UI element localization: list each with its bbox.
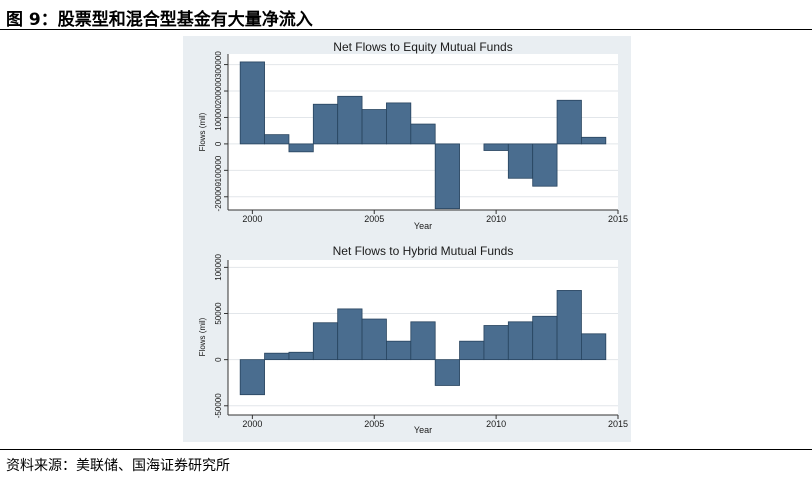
equity-x-tick-label: 2005 <box>364 214 384 224</box>
equity-chart-title: Net Flows to Equity Mutual Funds <box>333 40 512 54</box>
hybrid-bar-2003 <box>312 322 339 361</box>
hybrid-bars <box>239 290 607 396</box>
equity-bar-2004 <box>337 95 363 145</box>
equity-y-tick-label: 200000 <box>214 77 223 104</box>
hybrid-x-axis-label: Year <box>414 425 432 435</box>
equity-chart: Net Flows to Equity Mutual Funds -200000… <box>198 40 628 231</box>
equity-bar-2003 <box>312 103 339 145</box>
title-rule <box>0 29 812 30</box>
equity-y-axis-label: Flows (mil) <box>198 112 207 151</box>
equity-bar-2002 <box>288 143 314 153</box>
hybrid-bar-2004 <box>337 308 363 361</box>
equity-x-tick-label: 2010 <box>486 214 506 224</box>
hybrid-y-axis-label: Flows (mil) <box>198 317 207 356</box>
hybrid-chart: Net Flows to Hybrid Mutual Funds -50000 0… <box>198 244 628 435</box>
hybrid-bar-2005 <box>361 318 387 361</box>
equity-bars <box>239 61 607 210</box>
hybrid-y-tick-label: 100000 <box>214 253 223 280</box>
hybrid-bar-2012 <box>532 315 558 361</box>
hybrid-bar-2009 <box>459 340 485 361</box>
equity-bar-2010 <box>483 143 509 151</box>
hybrid-bar-2001 <box>264 352 290 361</box>
hybrid-bar-2008 <box>434 359 460 386</box>
equity-x-axis-label: Year <box>414 221 432 231</box>
hybrid-bar-2013 <box>556 290 582 361</box>
equity-y-tick-label: -200000 <box>214 182 223 212</box>
equity-bar-2013 <box>556 99 582 145</box>
hybrid-bar-2002 <box>288 351 314 361</box>
hybrid-y-ticks: -50000 0 50000 100000 <box>214 253 228 418</box>
hybrid-x-tick-label: 2015 <box>608 419 628 429</box>
equity-bar-2012 <box>532 143 558 187</box>
equity-x-ticks: 2000 2005 2010 2015 <box>242 210 628 224</box>
equity-y-tick-label: 100000 <box>214 104 223 131</box>
hybrid-chart-title: Net Flows to Hybrid Mutual Funds <box>333 244 514 258</box>
equity-bar-2000 <box>239 61 265 145</box>
figure-title: 图 9：股票型和混合型基金有大量净流入 <box>6 10 313 30</box>
equity-x-tick-label: 2000 <box>242 214 262 224</box>
equity-bar-2007 <box>410 123 436 145</box>
equity-bar-2005 <box>361 109 387 145</box>
hybrid-bar-2007 <box>410 321 436 361</box>
equity-y-tick-label: -100000 <box>214 155 223 185</box>
equity-bar-2001 <box>264 134 290 145</box>
equity-y-tick-label: 0 <box>214 141 223 146</box>
equity-x-tick-label: 2015 <box>608 214 628 224</box>
hybrid-x-tick-label: 2000 <box>242 419 262 429</box>
hybrid-x-tick-label: 2005 <box>364 419 384 429</box>
hybrid-bar-2006 <box>386 340 412 361</box>
hybrid-y-tick-label: 0 <box>214 357 223 362</box>
hybrid-bar-2010 <box>483 325 509 361</box>
hybrid-x-tick-label: 2010 <box>486 419 506 429</box>
hybrid-y-tick-label: 50000 <box>214 302 223 325</box>
hybrid-bar-2011 <box>507 321 534 361</box>
hybrid-bar-2014 <box>581 333 607 361</box>
source-note: 资料来源：美联储、国海证券研究所 <box>6 458 230 474</box>
source-rule <box>0 449 812 450</box>
equity-bar-2006 <box>386 102 412 145</box>
hybrid-y-tick-label: -50000 <box>214 393 223 418</box>
equity-bar-2008 <box>434 143 460 210</box>
equity-y-tick-label: 300000 <box>214 51 223 78</box>
hybrid-x-ticks: 2000 2005 2010 2015 <box>242 415 628 429</box>
equity-bar-2014 <box>581 136 607 145</box>
hybrid-bar-2000 <box>239 359 265 396</box>
equity-bar-2011 <box>507 143 534 179</box>
